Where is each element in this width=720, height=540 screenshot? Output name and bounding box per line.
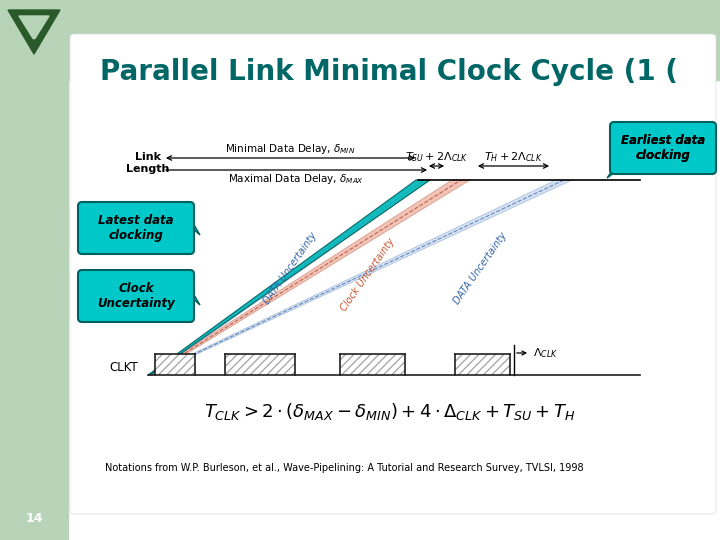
Polygon shape: [148, 180, 572, 375]
Polygon shape: [190, 218, 200, 235]
Text: $\Lambda_{CLK}$: $\Lambda_{CLK}$: [533, 346, 558, 360]
Text: Parallel Link Minimal Clock Cycle (1 (: Parallel Link Minimal Clock Cycle (1 (: [100, 58, 678, 86]
Text: $T_{CLK} > 2 \cdot (\delta_{MAX} - \delta_{MIN}) + 4 \cdot \Delta_{CLK} + T_{SU}: $T_{CLK} > 2 \cdot (\delta_{MAX} - \delt…: [204, 402, 576, 422]
Text: Clock
Uncertainty: Clock Uncertainty: [97, 282, 175, 310]
Polygon shape: [19, 16, 49, 40]
Text: 14: 14: [25, 511, 42, 524]
Text: DATA Uncertainty: DATA Uncertainty: [261, 230, 318, 306]
Polygon shape: [8, 10, 60, 54]
Text: Clock Uncertainty: Clock Uncertainty: [339, 237, 397, 313]
Bar: [68, 0, 720, 80]
Text: $T_H+2\Lambda_{CLK}$: $T_H+2\Lambda_{CLK}$: [484, 150, 543, 164]
Text: Link
Length: Link Length: [126, 152, 170, 174]
Polygon shape: [28, 40, 40, 50]
Text: Latest data
clocking: Latest data clocking: [98, 214, 174, 242]
Bar: [455, 354, 510, 375]
Polygon shape: [607, 162, 618, 178]
Polygon shape: [190, 288, 200, 305]
Text: Maximal Data Delay, $\delta_{MAX}$: Maximal Data Delay, $\delta_{MAX}$: [228, 172, 364, 186]
Polygon shape: [148, 180, 430, 375]
FancyBboxPatch shape: [610, 122, 716, 174]
Bar: [0, 0, 68, 540]
Polygon shape: [148, 180, 470, 375]
Bar: [340, 354, 405, 375]
Text: Minimal Data Delay, $\delta_{MIN}$: Minimal Data Delay, $\delta_{MIN}$: [225, 142, 356, 156]
Text: Notations from W.P. Burleson, et al., Wave-Pipelining: A Tutorial and Research S: Notations from W.P. Burleson, et al., Wa…: [105, 463, 584, 473]
Text: Earliest data
clocking: Earliest data clocking: [621, 134, 705, 162]
Bar: [225, 354, 295, 375]
Bar: [155, 354, 195, 375]
Text: DATA Uncertainty: DATA Uncertainty: [451, 230, 508, 306]
FancyBboxPatch shape: [70, 34, 716, 514]
FancyBboxPatch shape: [78, 202, 194, 254]
Text: CLKT: CLKT: [109, 361, 138, 374]
Text: Earliest data
clocking: Earliest data clocking: [621, 134, 705, 162]
Text: $T_{SU}+2\Lambda_{CLK}$: $T_{SU}+2\Lambda_{CLK}$: [405, 150, 468, 164]
FancyBboxPatch shape: [78, 270, 194, 322]
Polygon shape: [148, 180, 430, 375]
